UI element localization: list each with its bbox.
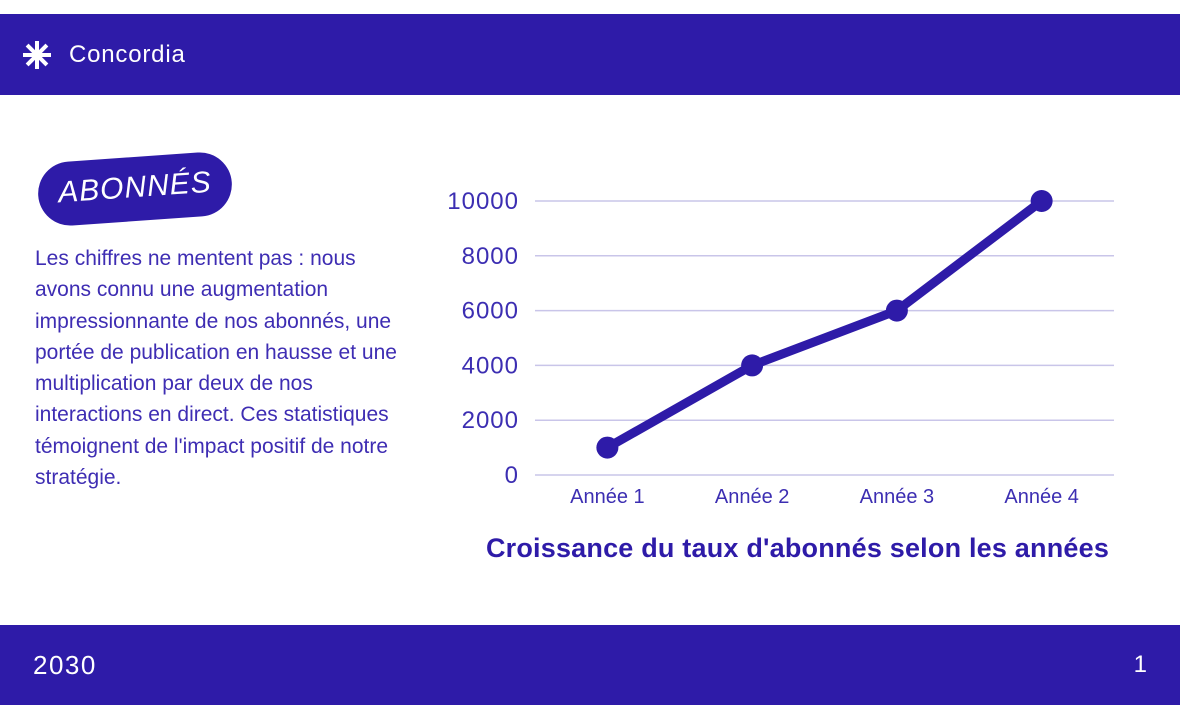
y-axis-tick-label: 0 [505,462,519,489]
body-paragraph: Les chiffres ne mentent pas : nous avons… [35,247,397,490]
data-point [1030,190,1053,212]
x-axis-tick-label: Année 2 [715,486,790,508]
chart-title: Croissance du taux d'abonnés selon les a… [485,533,1110,563]
brand-name: Concordia [69,40,186,68]
data-point [741,354,764,377]
data-point [885,299,908,322]
data-line [602,196,1047,453]
y-axis-tick-label: 10000 [447,188,519,215]
x-axis-tick-label: Année 3 [860,486,935,508]
y-axis-tick-label: 8000 [462,243,519,270]
y-axis-tick-label: 6000 [462,298,519,325]
y-axis-tick-label: 4000 [462,352,519,379]
section-badge: ABONNÉS [36,150,234,228]
line-chart-svg: 0 2000 4000 6000 8000 10000 Année 1 Année 2 Anné… [447,188,1114,508]
y-axis-tick-label: 2000 [462,407,519,434]
page-number: 1 [1133,651,1147,678]
line-chart: 0 2000 4000 6000 8000 10000 Année 1 Année 2 Anné… [430,185,1120,515]
asterisk-icon [23,40,51,69]
header-bar: Concordia [0,14,1180,95]
footer-bar: 2030 1 [0,625,1180,705]
data-point [596,436,619,459]
x-axis-tick-label: Année 4 [1004,486,1079,508]
x-axis-tick-label: Année 1 [570,486,645,508]
section-badge-label: ABONNÉS [57,165,213,210]
footer-year: 2030 [33,649,97,680]
